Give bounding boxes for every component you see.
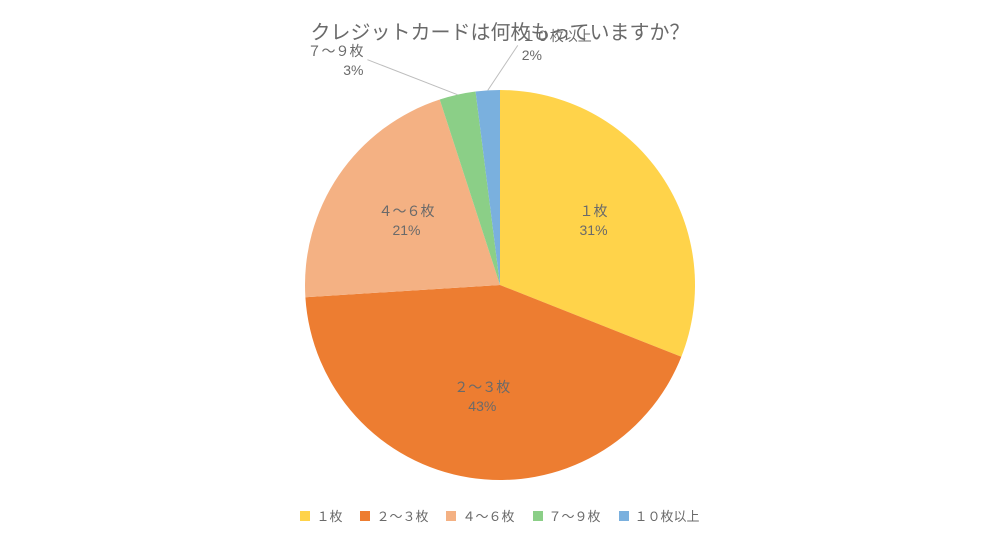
legend-item: １０枚以上 <box>619 506 700 525</box>
legend-label: １枚 <box>316 506 342 525</box>
legend-swatch <box>360 511 370 521</box>
leader-line <box>367 60 457 95</box>
legend-label: ４～６枚 <box>462 506 514 525</box>
slice-label: ４～６枚21% <box>378 203 434 241</box>
legend-swatch <box>619 511 629 521</box>
legend-label: ７～９枚 <box>549 506 601 525</box>
slice-label: １枚31% <box>580 203 608 241</box>
legend-item: ４～６枚 <box>446 506 514 525</box>
legend-swatch <box>533 511 543 521</box>
legend-label: １０枚以上 <box>635 506 700 525</box>
legend-item: ７～９枚 <box>533 506 601 525</box>
slice-label: ２～３枚43% <box>454 378 510 416</box>
legend-label: ２～３枚 <box>376 506 428 525</box>
legend: １枚 ２～３枚 ４～６枚 ７～９枚 １０枚以上 <box>0 506 1000 525</box>
leader-line <box>488 45 518 90</box>
legend-item: ２～３枚 <box>360 506 428 525</box>
legend-swatch <box>446 511 456 521</box>
slice-label-callout: １０枚以上2% <box>522 27 592 65</box>
chart-canvas <box>0 0 1000 537</box>
pie-chart: クレジットカードは何枚もっていますか？ １枚31%２～３枚43%４～６枚21%７… <box>0 0 1000 537</box>
legend-swatch <box>300 511 310 521</box>
legend-item: １枚 <box>300 506 342 525</box>
slice-label-callout: ７～９枚3% <box>307 42 363 80</box>
